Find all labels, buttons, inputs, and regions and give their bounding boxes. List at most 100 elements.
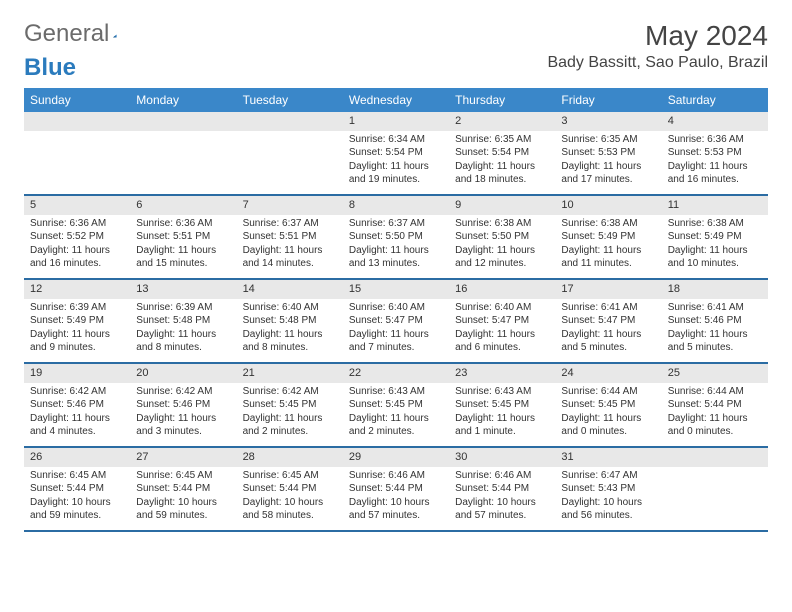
- cell-body: Sunrise: 6:42 AMSunset: 5:45 PMDaylight:…: [237, 383, 343, 443]
- calendar-cell: 4Sunrise: 6:36 AMSunset: 5:53 PMDaylight…: [662, 112, 768, 194]
- sunset-text: Sunset: 5:48 PM: [243, 314, 337, 328]
- day-number: [130, 112, 236, 131]
- title-block: May 2024 Bady Bassitt, Sao Paulo, Brazil: [547, 20, 768, 72]
- cell-body: Sunrise: 6:44 AMSunset: 5:44 PMDaylight:…: [662, 383, 768, 443]
- sunrise-text: Sunrise: 6:39 AM: [136, 301, 230, 315]
- day-number: 14: [237, 280, 343, 299]
- day-number: 22: [343, 364, 449, 383]
- daylight-text: Daylight: 11 hours and 9 minutes.: [30, 328, 124, 355]
- daylight-text: Daylight: 10 hours and 59 minutes.: [30, 496, 124, 523]
- calendar-cell: 29Sunrise: 6:46 AMSunset: 5:44 PMDayligh…: [343, 448, 449, 530]
- sunrise-text: Sunrise: 6:38 AM: [561, 217, 655, 231]
- calendar-cell: [237, 112, 343, 194]
- day-number: 15: [343, 280, 449, 299]
- calendar-cell: 12Sunrise: 6:39 AMSunset: 5:49 PMDayligh…: [24, 280, 130, 362]
- calendar-cell: 13Sunrise: 6:39 AMSunset: 5:48 PMDayligh…: [130, 280, 236, 362]
- calendar-cell: 25Sunrise: 6:44 AMSunset: 5:44 PMDayligh…: [662, 364, 768, 446]
- daylight-text: Daylight: 11 hours and 19 minutes.: [349, 160, 443, 187]
- daylight-text: Daylight: 11 hours and 4 minutes.: [30, 412, 124, 439]
- cell-body: Sunrise: 6:44 AMSunset: 5:45 PMDaylight:…: [555, 383, 661, 443]
- sunrise-text: Sunrise: 6:44 AM: [561, 385, 655, 399]
- sunrise-text: Sunrise: 6:37 AM: [349, 217, 443, 231]
- calendar-cell: 1Sunrise: 6:34 AMSunset: 5:54 PMDaylight…: [343, 112, 449, 194]
- calendar-cell: 31Sunrise: 6:47 AMSunset: 5:43 PMDayligh…: [555, 448, 661, 530]
- sunrise-text: Sunrise: 6:45 AM: [243, 469, 337, 483]
- sunset-text: Sunset: 5:53 PM: [561, 146, 655, 160]
- day-number: 27: [130, 448, 236, 467]
- sunrise-text: Sunrise: 6:36 AM: [668, 133, 762, 147]
- cell-body: Sunrise: 6:47 AMSunset: 5:43 PMDaylight:…: [555, 467, 661, 527]
- calendar-cell: 28Sunrise: 6:45 AMSunset: 5:44 PMDayligh…: [237, 448, 343, 530]
- sunset-text: Sunset: 5:49 PM: [668, 230, 762, 244]
- day-number: 5: [24, 196, 130, 215]
- logo-triangle-icon: [113, 27, 117, 45]
- day-header-wednesday: Wednesday: [343, 88, 449, 112]
- daylight-text: Daylight: 10 hours and 57 minutes.: [455, 496, 549, 523]
- sunset-text: Sunset: 5:52 PM: [30, 230, 124, 244]
- cell-body: Sunrise: 6:41 AMSunset: 5:47 PMDaylight:…: [555, 299, 661, 359]
- daylight-text: Daylight: 11 hours and 11 minutes.: [561, 244, 655, 271]
- cell-body: Sunrise: 6:43 AMSunset: 5:45 PMDaylight:…: [449, 383, 555, 443]
- cell-body: Sunrise: 6:40 AMSunset: 5:47 PMDaylight:…: [449, 299, 555, 359]
- sunset-text: Sunset: 5:45 PM: [349, 398, 443, 412]
- day-number: 3: [555, 112, 661, 131]
- cell-body: Sunrise: 6:42 AMSunset: 5:46 PMDaylight:…: [130, 383, 236, 443]
- daylight-text: Daylight: 11 hours and 18 minutes.: [455, 160, 549, 187]
- cell-body: Sunrise: 6:35 AMSunset: 5:53 PMDaylight:…: [555, 131, 661, 191]
- sunset-text: Sunset: 5:44 PM: [668, 398, 762, 412]
- cell-body: Sunrise: 6:38 AMSunset: 5:50 PMDaylight:…: [449, 215, 555, 275]
- sunrise-text: Sunrise: 6:46 AM: [349, 469, 443, 483]
- logo: General: [24, 20, 137, 48]
- daylight-text: Daylight: 11 hours and 16 minutes.: [30, 244, 124, 271]
- day-header-monday: Monday: [130, 88, 236, 112]
- sunset-text: Sunset: 5:49 PM: [30, 314, 124, 328]
- daylight-text: Daylight: 11 hours and 0 minutes.: [668, 412, 762, 439]
- calendar-cell: 6Sunrise: 6:36 AMSunset: 5:51 PMDaylight…: [130, 196, 236, 278]
- day-number: 13: [130, 280, 236, 299]
- day-number: 10: [555, 196, 661, 215]
- daylight-text: Daylight: 11 hours and 2 minutes.: [243, 412, 337, 439]
- day-number: 28: [237, 448, 343, 467]
- day-number: 11: [662, 196, 768, 215]
- calendar-cell: 15Sunrise: 6:40 AMSunset: 5:47 PMDayligh…: [343, 280, 449, 362]
- calendar-cell: 19Sunrise: 6:42 AMSunset: 5:46 PMDayligh…: [24, 364, 130, 446]
- daylight-text: Daylight: 11 hours and 10 minutes.: [668, 244, 762, 271]
- sunrise-text: Sunrise: 6:41 AM: [561, 301, 655, 315]
- sunset-text: Sunset: 5:44 PM: [349, 482, 443, 496]
- logo-text-blue: Blue: [24, 54, 76, 82]
- calendar-cell: 11Sunrise: 6:38 AMSunset: 5:49 PMDayligh…: [662, 196, 768, 278]
- calendar-cell: 5Sunrise: 6:36 AMSunset: 5:52 PMDaylight…: [24, 196, 130, 278]
- day-number: 31: [555, 448, 661, 467]
- cell-body: Sunrise: 6:40 AMSunset: 5:48 PMDaylight:…: [237, 299, 343, 359]
- daylight-text: Daylight: 11 hours and 0 minutes.: [561, 412, 655, 439]
- day-number: 4: [662, 112, 768, 131]
- cell-body: [237, 131, 343, 137]
- daylight-text: Daylight: 11 hours and 6 minutes.: [455, 328, 549, 355]
- sunset-text: Sunset: 5:44 PM: [243, 482, 337, 496]
- cell-body: Sunrise: 6:39 AMSunset: 5:48 PMDaylight:…: [130, 299, 236, 359]
- calendar-cell: 26Sunrise: 6:45 AMSunset: 5:44 PMDayligh…: [24, 448, 130, 530]
- cell-body: Sunrise: 6:40 AMSunset: 5:47 PMDaylight:…: [343, 299, 449, 359]
- calendar-cell: 30Sunrise: 6:46 AMSunset: 5:44 PMDayligh…: [449, 448, 555, 530]
- daylight-text: Daylight: 11 hours and 12 minutes.: [455, 244, 549, 271]
- daylight-text: Daylight: 11 hours and 13 minutes.: [349, 244, 443, 271]
- calendar-cell: [662, 448, 768, 530]
- cell-body: Sunrise: 6:41 AMSunset: 5:46 PMDaylight:…: [662, 299, 768, 359]
- day-header-saturday: Saturday: [662, 88, 768, 112]
- calendar-cell: 22Sunrise: 6:43 AMSunset: 5:45 PMDayligh…: [343, 364, 449, 446]
- daylight-text: Daylight: 11 hours and 5 minutes.: [561, 328, 655, 355]
- sunrise-text: Sunrise: 6:45 AM: [30, 469, 124, 483]
- daylight-text: Daylight: 10 hours and 57 minutes.: [349, 496, 443, 523]
- calendar-cell: 20Sunrise: 6:42 AMSunset: 5:46 PMDayligh…: [130, 364, 236, 446]
- cell-body: Sunrise: 6:36 AMSunset: 5:51 PMDaylight:…: [130, 215, 236, 275]
- day-number: 17: [555, 280, 661, 299]
- sunset-text: Sunset: 5:47 PM: [349, 314, 443, 328]
- calendar-day-header: Sunday Monday Tuesday Wednesday Thursday…: [24, 88, 768, 112]
- sunrise-text: Sunrise: 6:39 AM: [30, 301, 124, 315]
- day-number: 2: [449, 112, 555, 131]
- cell-body: Sunrise: 6:38 AMSunset: 5:49 PMDaylight:…: [662, 215, 768, 275]
- sunset-text: Sunset: 5:44 PM: [30, 482, 124, 496]
- cell-body: Sunrise: 6:34 AMSunset: 5:54 PMDaylight:…: [343, 131, 449, 191]
- calendar-cell: 21Sunrise: 6:42 AMSunset: 5:45 PMDayligh…: [237, 364, 343, 446]
- cell-body: Sunrise: 6:43 AMSunset: 5:45 PMDaylight:…: [343, 383, 449, 443]
